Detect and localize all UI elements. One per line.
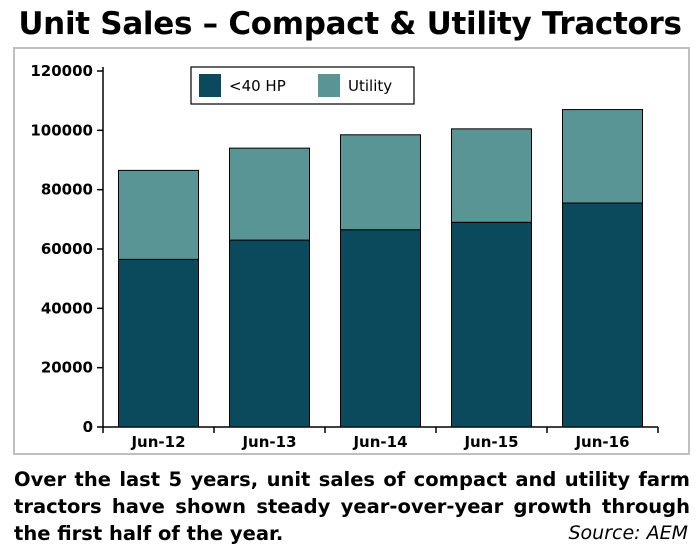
- chart-caption: Over the last 5 years, unit sales of com…: [14, 468, 690, 545]
- y-tick-label: 120000: [30, 62, 93, 80]
- legend: <40 HP Utility: [190, 66, 415, 105]
- chart-title: Unit Sales – Compact & Utility Tractors: [18, 6, 682, 42]
- legend-label-utility: Utility: [348, 77, 392, 95]
- legend-box: [190, 66, 415, 105]
- x-tick-label: Jun-15: [463, 433, 518, 451]
- y-tick-label: 0: [83, 418, 93, 436]
- y-tick-label: 20000: [41, 359, 93, 377]
- y-tick-label: 100000: [30, 121, 93, 139]
- source-credit: Source: AEM: [568, 522, 688, 544]
- plot-area: 0 20000 40000 60000 80000 100000 120000 Jun-12 J…: [30, 62, 659, 451]
- bar-under40hp: [451, 221, 532, 428]
- bar-under40hp: [229, 239, 310, 428]
- bar-under40hp: [340, 229, 421, 428]
- bar-utility: [562, 109, 643, 204]
- y-tick-label: 40000: [41, 299, 93, 317]
- legend-swatch-utility: [318, 74, 340, 97]
- bar-utility: [340, 134, 421, 231]
- x-tick-label: Jun-14: [352, 433, 407, 451]
- legend-label-under40hp: <40 HP: [229, 77, 286, 95]
- bar-under40hp: [118, 258, 199, 428]
- y-tick-label: 60000: [41, 240, 93, 258]
- bar-utility: [118, 169, 199, 260]
- bar-utility: [451, 128, 532, 223]
- y-tick-label: 80000: [41, 181, 93, 199]
- bar-under40hp: [562, 202, 643, 428]
- x-tick-label: Jun-12: [130, 433, 185, 451]
- x-tick-label: Jun-13: [241, 433, 296, 451]
- bar-utility: [229, 147, 310, 241]
- x-tick-label: Jun-16: [574, 433, 629, 451]
- legend-swatch-under40hp: [199, 74, 221, 97]
- chart-frame: [13, 47, 690, 455]
